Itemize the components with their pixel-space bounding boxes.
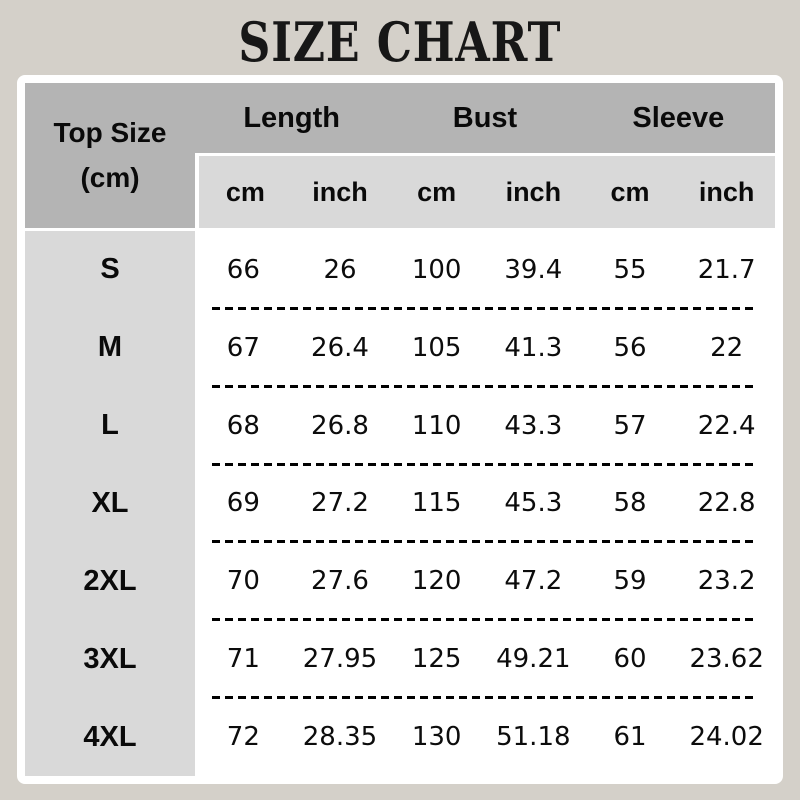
data-cell: 69	[195, 464, 292, 543]
data-cell: 56	[581, 308, 679, 387]
subheader-length-inch: inch	[291, 153, 389, 231]
data-cell: 59	[581, 542, 679, 621]
data-cell: 125	[388, 620, 485, 699]
size-label-4xl: 4XL	[25, 698, 195, 776]
corner-header-line2: (cm)	[80, 161, 140, 193]
group-header-length: Length	[243, 101, 340, 134]
data-cell: 105	[388, 308, 485, 387]
group-header-row: Length Bust Sleeve	[195, 83, 775, 153]
corner-header-line1: Top Size	[53, 116, 167, 148]
subheader-sleeve-cm: cm	[581, 153, 679, 231]
data-cell: 70	[195, 542, 292, 621]
data-cell: 27.6	[291, 542, 389, 621]
row-separator-dashed-line	[212, 540, 753, 544]
subheader-length-cm: cm	[195, 153, 292, 231]
row-separator-dashed-line	[212, 696, 753, 700]
data-cell: 41.3	[484, 308, 582, 387]
corner-header-top-size: Top Size (cm)	[25, 83, 195, 231]
data-cell: 47.2	[484, 542, 582, 621]
data-cell: 58	[581, 464, 679, 543]
data-cell: 67	[195, 308, 292, 387]
subheader-bust-cm: cm	[388, 153, 485, 231]
data-cell: 60	[581, 620, 679, 699]
group-header-bust: Bust	[452, 101, 518, 134]
data-cell: 43.3	[484, 386, 582, 465]
data-cell: 28.35	[291, 698, 389, 776]
size-label-2xl: 2XL	[25, 542, 195, 621]
row-separator-dashed-line	[212, 384, 753, 388]
data-cell: 26.8	[291, 386, 389, 465]
data-cell: 22.8	[678, 464, 775, 543]
data-cell: 120	[388, 542, 485, 621]
data-cell: 23.62	[678, 620, 775, 699]
data-cell: 45.3	[484, 464, 582, 543]
row-separator-dashed-line	[212, 306, 753, 310]
size-label-l: L	[25, 386, 195, 465]
data-cell: 57	[581, 386, 679, 465]
size-label-m: M	[25, 308, 195, 387]
data-cell: 39.4	[484, 231, 582, 309]
data-cell: 23.2	[678, 542, 775, 621]
data-cell: 61	[581, 698, 679, 776]
data-cell: 55	[581, 231, 679, 309]
data-cell: 130	[388, 698, 485, 776]
data-cell: 100	[388, 231, 485, 309]
data-cell: 66	[195, 231, 292, 309]
size-label-s: S	[25, 231, 195, 309]
row-separator-dashed-line	[212, 618, 753, 622]
title-bar: SIZE CHART	[0, 10, 800, 74]
data-cell: 51.18	[484, 698, 582, 776]
data-cell: 24.02	[678, 698, 775, 776]
group-header-sleeve: Sleeve	[632, 101, 725, 134]
data-cell: 49.21	[484, 620, 582, 699]
size-chart-card: Top Size (cm) Length Bust Sleeve cm inch…	[17, 75, 783, 784]
data-cell: 27.2	[291, 464, 389, 543]
data-cell: 110	[388, 386, 485, 465]
size-label-3xl: 3XL	[25, 620, 195, 699]
data-cell: 26	[291, 231, 389, 309]
data-cell: 21.7	[678, 231, 775, 309]
subheader-bust-inch: inch	[484, 153, 582, 231]
data-cell: 68	[195, 386, 292, 465]
data-cell: 115	[388, 464, 485, 543]
row-separator-dashed-line	[212, 462, 753, 466]
data-cell: 22.4	[678, 386, 775, 465]
page-title: SIZE CHART	[238, 10, 562, 74]
data-cell: 71	[195, 620, 292, 699]
size-label-xl: XL	[25, 464, 195, 543]
data-cell: 72	[195, 698, 292, 776]
size-chart-table: Top Size (cm) Length Bust Sleeve cm inch…	[25, 83, 775, 776]
data-cell: 27.95	[291, 620, 389, 699]
subheader-sleeve-inch: inch	[678, 153, 775, 231]
data-cell: 22	[678, 308, 775, 387]
data-cell: 26.4	[291, 308, 389, 387]
